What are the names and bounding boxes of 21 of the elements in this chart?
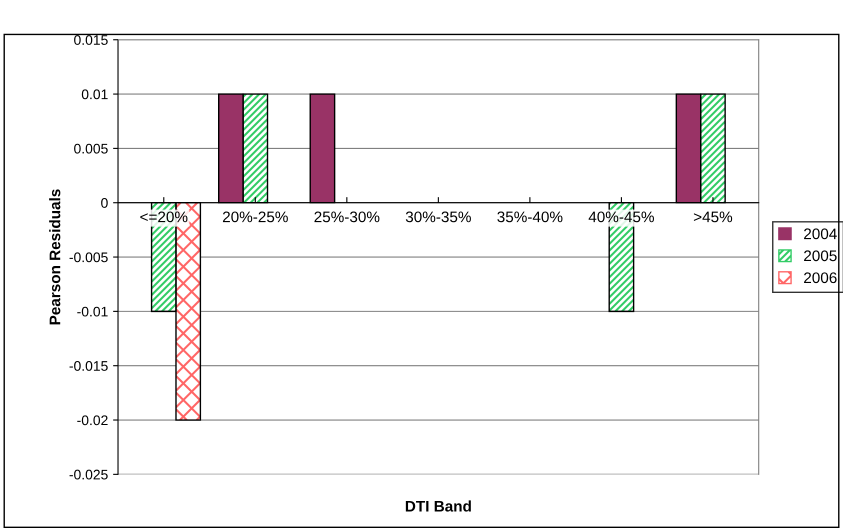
x-tick-label: 30%-35% [406, 211, 471, 222]
y-tick-label: -0.005 [70, 252, 108, 262]
legend-label: 2005 [804, 250, 837, 262]
y-tick-label: -0.01 [77, 306, 108, 317]
y-tick-label: 0 [101, 198, 108, 208]
x-tick-label: 35%-40% [497, 211, 562, 222]
y-tick-label: -0.025 [70, 470, 108, 480]
x-tick-label: 20%-25% [222, 211, 288, 222]
y-tick-label: -0.02 [77, 415, 108, 426]
legend-label: 2004 [804, 228, 837, 240]
y-tick-label: 0.01 [82, 89, 108, 100]
y-axis-title: Pearson Residuals [49, 189, 60, 324]
x-tick-label: <=20% [140, 211, 188, 222]
x-tick-label: 40%-45% [588, 211, 654, 222]
x-axis-title: DTI Band [406, 500, 471, 512]
x-tick-label: 25%-30% [314, 211, 380, 222]
legend-label: 2006 [804, 272, 837, 284]
x-tick-label: >45% [694, 212, 732, 222]
y-tick-label: 0.015 [74, 35, 108, 45]
y-tick-label: 0.005 [74, 144, 108, 154]
y-tick-label: -0.015 [70, 361, 108, 371]
